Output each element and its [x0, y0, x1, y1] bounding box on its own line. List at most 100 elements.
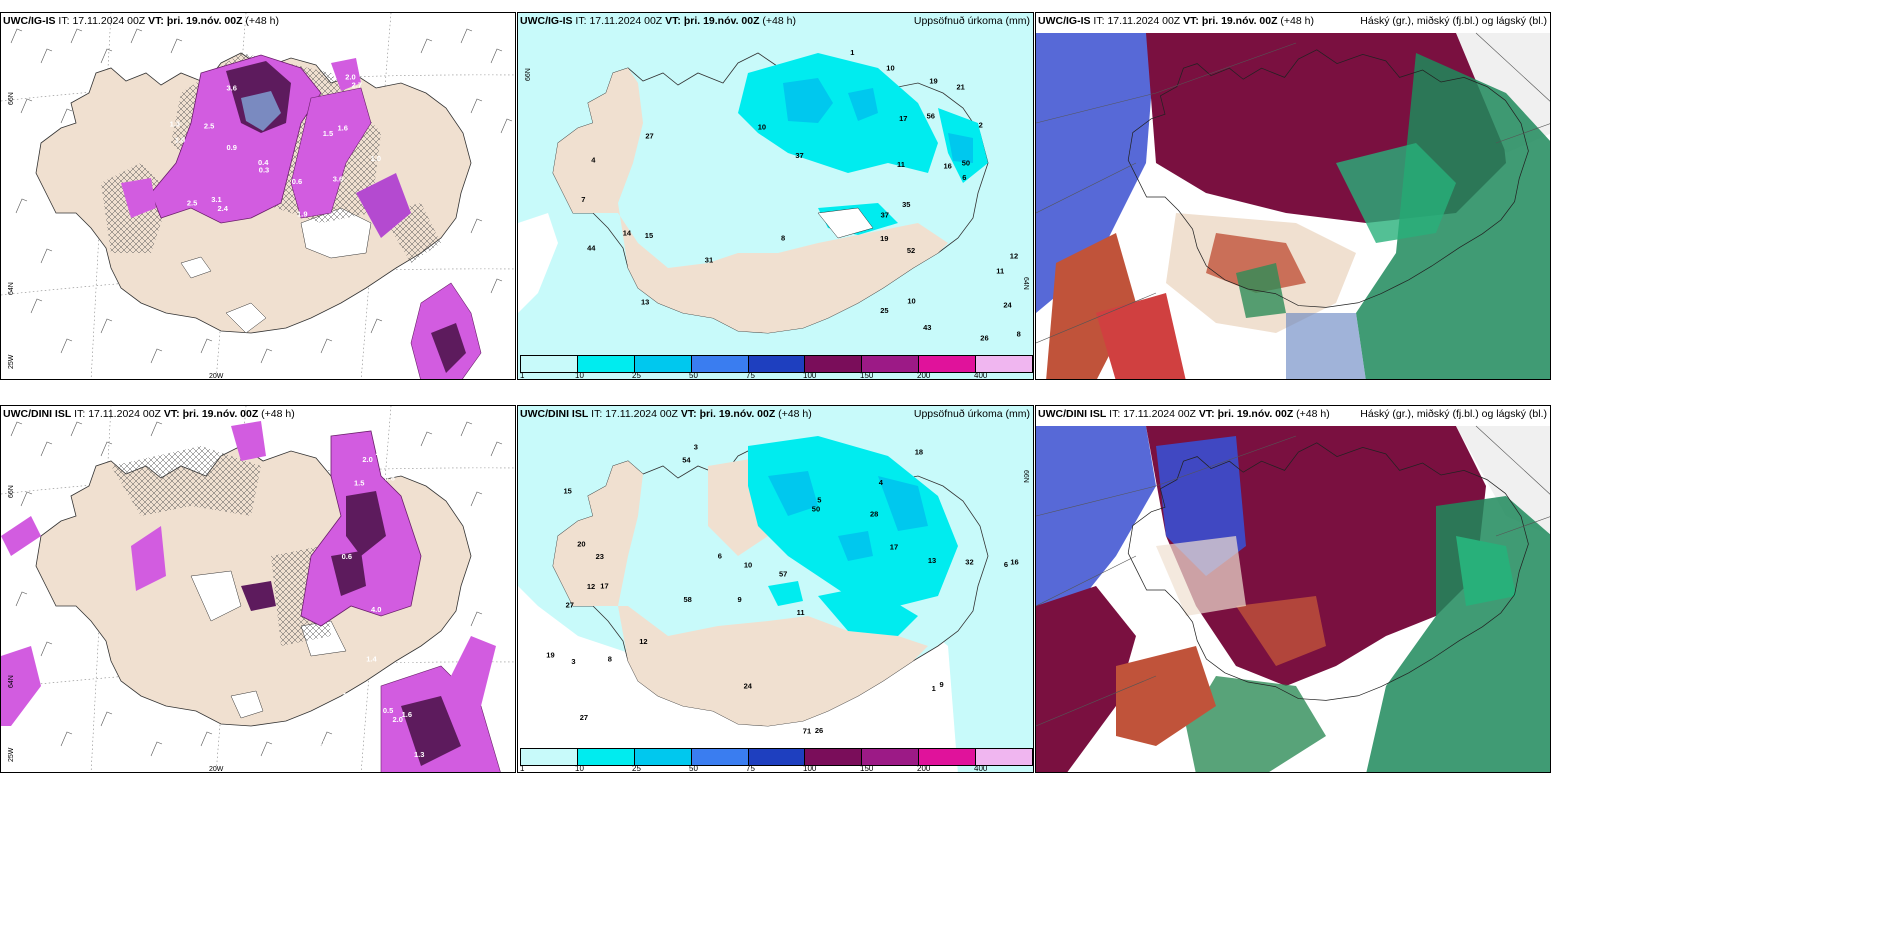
colorbar-tick-label: 1 — [520, 371, 525, 380]
map-value-label: 9 — [940, 680, 944, 689]
map-value-label: 1.5 — [323, 129, 333, 138]
map-value-label: 2.7 — [352, 80, 362, 89]
map-value-label: 3.6 — [333, 174, 343, 183]
map-value-label: 2.0 — [345, 73, 355, 82]
map-value-label: 4.0 — [371, 605, 381, 614]
map-value-label: 31 — [705, 255, 713, 264]
map-value-label: 15 — [564, 487, 572, 496]
map-frame: 3 4 6 9 11 17 15 28 27 50 57 27 54 58 71 26 24 18 17 12 23 12… — [517, 405, 1034, 773]
colorbar-tick-label: 75 — [746, 371, 755, 380]
map-value-label: 3.1 — [211, 195, 221, 204]
map-value-label: 57 — [779, 570, 787, 579]
colorbar-tick-label: 400 — [974, 371, 988, 380]
map-value-label: 8 — [781, 234, 785, 243]
map-value-label: 1.6 — [402, 710, 412, 719]
map-value-label: 0.3 — [259, 165, 269, 174]
map-value-label: 3.6 — [227, 84, 237, 93]
colorbar-tick-label: 100 — [803, 371, 817, 380]
map-value-label: 1.0 — [371, 154, 381, 163]
map-value-label: 44 — [587, 244, 596, 253]
map-value-label: 50 — [962, 158, 970, 167]
map-value-label: 1.8 — [349, 705, 359, 714]
colorbar-tick-label: 50 — [689, 764, 698, 773]
colorbar-tick-label: 200 — [917, 764, 931, 773]
map-value-label: 71 — [803, 727, 811, 736]
map-value-label: 1.0 — [175, 135, 185, 144]
map-value-label: 20 — [577, 540, 585, 549]
lon-label-mid: 20W — [209, 373, 224, 380]
map-value-label: 24 — [744, 682, 753, 691]
map-value-label: 50 — [812, 505, 820, 514]
cloud-map-svg — [1036, 13, 1550, 379]
colorbar-tick-label: 50 — [689, 371, 698, 380]
map-value-label: 9 — [738, 595, 742, 604]
map-value-label: 3 — [571, 657, 575, 666]
map-value-label: 10 — [886, 63, 894, 72]
lat-label-top: 66N — [8, 92, 15, 105]
map-value-label: 16 — [944, 161, 952, 170]
map-frame: 1.2 0.9 4.0 1.4 1.5 2.3 1.6 0.8 2.0 1.5 1.3 0.6 1.8 2… — [0, 405, 516, 773]
wind-barbs — [10, 28, 513, 364]
map-value-label: 1.6 — [338, 124, 348, 133]
colorbar-swatch — [976, 749, 1033, 765]
colorbar-ticks: 1 10 25 50 75 100 150 200 400 — [520, 371, 1033, 380]
map-value-label: 1 — [850, 48, 854, 57]
map-value-label: 8 — [608, 655, 612, 664]
colorbar-swatch — [976, 356, 1033, 372]
map-value-label: 18 — [915, 447, 923, 456]
map-value-label: 1.3 — [170, 120, 180, 129]
map-value-label: 0.9 — [227, 143, 237, 152]
colorbar-swatch — [919, 749, 977, 765]
colorbar-tick-label: 25 — [632, 371, 641, 380]
colorbar-tick-label: 200 — [917, 371, 931, 380]
map-value-label: 17 — [600, 582, 608, 591]
colorbar-swatch — [805, 749, 863, 765]
map-value-label: 1.5 — [343, 691, 353, 700]
map-value-label: 37 — [881, 210, 889, 219]
colorbar-swatch — [577, 749, 635, 765]
map-value-label: 6 — [718, 552, 722, 561]
colorbar-swatch — [577, 356, 635, 372]
colorbar-swatch — [634, 749, 692, 765]
map-value-label: 0.4 — [258, 158, 269, 167]
map-value-label: 27 — [566, 600, 574, 609]
map-value-label: 2 — [979, 121, 983, 130]
colorbar-swatch — [691, 356, 749, 372]
map-value-label: 0.9 — [402, 658, 412, 667]
map-value-label: 0.6 — [292, 177, 302, 186]
colorbar-swatch — [919, 356, 977, 372]
map-value-label: 5 — [817, 496, 821, 505]
map-frame: 19 12 16 11 25 56 50 37 24 43 35 37 44 52 31 26 21 14 19 10… — [517, 12, 1034, 380]
map-value-label: 58 — [684, 595, 692, 604]
panel-header: UWC/IG-IS IT: 17.11.2024 00Z VT: þri. 19… — [3, 15, 279, 27]
map-value-label: 11 — [897, 160, 905, 169]
colorbar-swatch — [634, 356, 692, 372]
map-value-label: 10 — [907, 297, 915, 306]
panel-header: UWC/IG-IS IT: 17.11.2024 00Z VT: þri. 19… — [520, 15, 796, 27]
map-value-label: 26 — [980, 334, 988, 343]
colorbar-swatch — [748, 356, 806, 372]
map-value-label: 17 — [890, 542, 898, 551]
lat-label-mid: 64N — [8, 675, 15, 688]
map-value-label: 11 — [996, 266, 1004, 275]
panel-header: UWC/IG-IS IT: 17.11.2024 00Z VT: þri. 19… — [1038, 15, 1314, 27]
map-value-label: 8 — [1017, 329, 1021, 338]
map-value-label: 28 — [870, 510, 878, 519]
colorbar-swatch — [862, 749, 920, 765]
map-value-label: 13 — [928, 556, 936, 565]
precip-colorbar — [520, 355, 1033, 373]
map-value-label: 6 — [1004, 560, 1008, 569]
colorbar-tick-label: 10 — [575, 764, 584, 773]
colorbar-swatch — [805, 356, 863, 372]
map-value-label: 19 — [880, 234, 888, 243]
map-value-label: 7 — [581, 195, 585, 204]
map-value-label: 2.0 — [393, 715, 403, 724]
panel-header: UWC/DINI ISL IT: 17.11.2024 00Z VT: þri.… — [1038, 408, 1330, 420]
colorbar-swatch — [862, 356, 920, 372]
map-value-label: 4 — [591, 155, 596, 164]
colorbar-tick-label: 100 — [803, 764, 817, 773]
lon-label-left: 25W — [8, 354, 15, 369]
map-frame: UWC/IG-IS IT: 17.11.2024 00Z VT: þri. 19… — [1035, 12, 1551, 380]
